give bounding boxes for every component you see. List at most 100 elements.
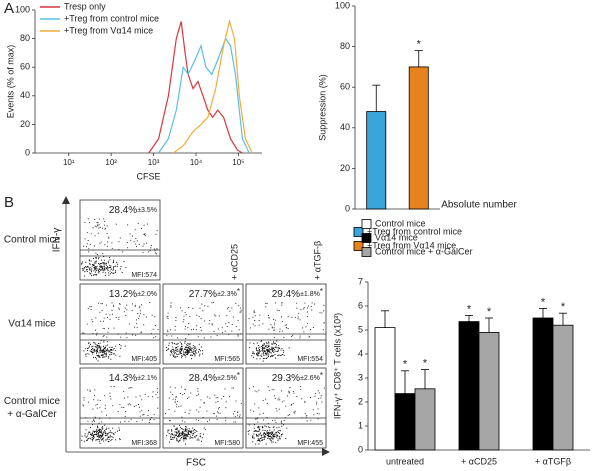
dot: [267, 430, 269, 432]
dot: [263, 438, 265, 440]
dot: [318, 398, 320, 400]
dot: [271, 436, 273, 438]
dot: [88, 431, 90, 433]
dot: [284, 324, 286, 326]
dot: [176, 343, 178, 345]
dot: [138, 406, 140, 408]
dot: [104, 348, 106, 350]
y-tick-label: 7: [358, 276, 363, 286]
dot: [181, 349, 183, 351]
dot: [184, 349, 186, 350]
dot: [261, 350, 263, 352]
dot: [153, 337, 155, 339]
dot: [299, 337, 301, 339]
dot: [144, 235, 146, 237]
sd: ±3.5%: [137, 207, 157, 214]
dot: [258, 427, 260, 429]
y-tick-label: 6: [358, 300, 363, 310]
dot: [131, 235, 133, 237]
x-tick-label: 10⁴: [190, 158, 203, 167]
dot: [107, 348, 108, 350]
dot: [108, 436, 110, 438]
dot: [100, 430, 102, 432]
dot: [103, 328, 105, 330]
dot: [269, 429, 271, 431]
dot: [110, 358, 112, 360]
dot: [100, 436, 102, 438]
dot: [94, 261, 96, 263]
dot: [104, 272, 106, 274]
dot: [102, 432, 104, 434]
dot: [259, 352, 260, 354]
dot: [190, 354, 192, 356]
dot: [189, 409, 191, 411]
dot: [252, 437, 254, 439]
dot: [181, 344, 183, 346]
error-bar: [401, 370, 409, 394]
dot: [104, 244, 106, 246]
dot: [170, 349, 172, 351]
dot: [176, 432, 177, 434]
dot: [104, 350, 106, 352]
dot: [93, 436, 95, 438]
dot: [233, 387, 234, 389]
dot: [97, 430, 98, 432]
dot: [102, 263, 104, 265]
dot: [259, 350, 261, 352]
dot: [176, 427, 178, 429]
dot: [202, 350, 203, 352]
dot: [189, 437, 191, 439]
dot: [266, 345, 268, 346]
dot: [126, 337, 128, 339]
dot-plot: 29.4%±1.8%*MFI:554: [245, 283, 327, 365]
dot: [279, 331, 281, 333]
dot: [168, 342, 170, 344]
dot: [266, 434, 268, 436]
dot: [157, 407, 159, 409]
dot: [179, 432, 180, 434]
dot: [195, 435, 197, 437]
dot: [263, 435, 265, 437]
dot: [96, 270, 98, 272]
y-tick-label: 2: [358, 396, 363, 406]
dot: [188, 350, 190, 352]
dot: [256, 347, 257, 349]
dot: [96, 355, 98, 357]
dot: [281, 423, 283, 425]
dot: [274, 342, 276, 344]
dot: [262, 349, 264, 351]
dot: [107, 268, 109, 270]
dot: [103, 263, 105, 265]
annotation: *: [423, 358, 428, 370]
dot: [100, 269, 102, 271]
dot: [221, 327, 223, 329]
dot: [109, 314, 111, 316]
dot: [86, 232, 88, 234]
dot: [83, 275, 85, 277]
dot: [218, 407, 220, 408]
dot: [98, 435, 100, 437]
dot: [279, 355, 281, 357]
dot: [263, 419, 265, 421]
dot: [196, 431, 198, 432]
dot: [268, 344, 270, 346]
dot: [111, 436, 113, 438]
dot: [179, 393, 181, 394]
dot: [261, 355, 263, 357]
dot: [171, 394, 173, 396]
dot: [256, 391, 258, 393]
dot: [125, 315, 127, 317]
dot: [151, 333, 152, 335]
dot: [278, 436, 280, 438]
dot: [91, 346, 93, 348]
dot: [177, 354, 179, 356]
mfi: MFI:368: [131, 440, 157, 447]
dot: [156, 248, 158, 250]
dot: [200, 327, 202, 328]
bar: [458, 321, 480, 451]
dot: [106, 354, 107, 356]
dot: [183, 434, 185, 436]
dot: [320, 395, 322, 397]
dot: [253, 437, 255, 439]
dot: [185, 428, 186, 430]
